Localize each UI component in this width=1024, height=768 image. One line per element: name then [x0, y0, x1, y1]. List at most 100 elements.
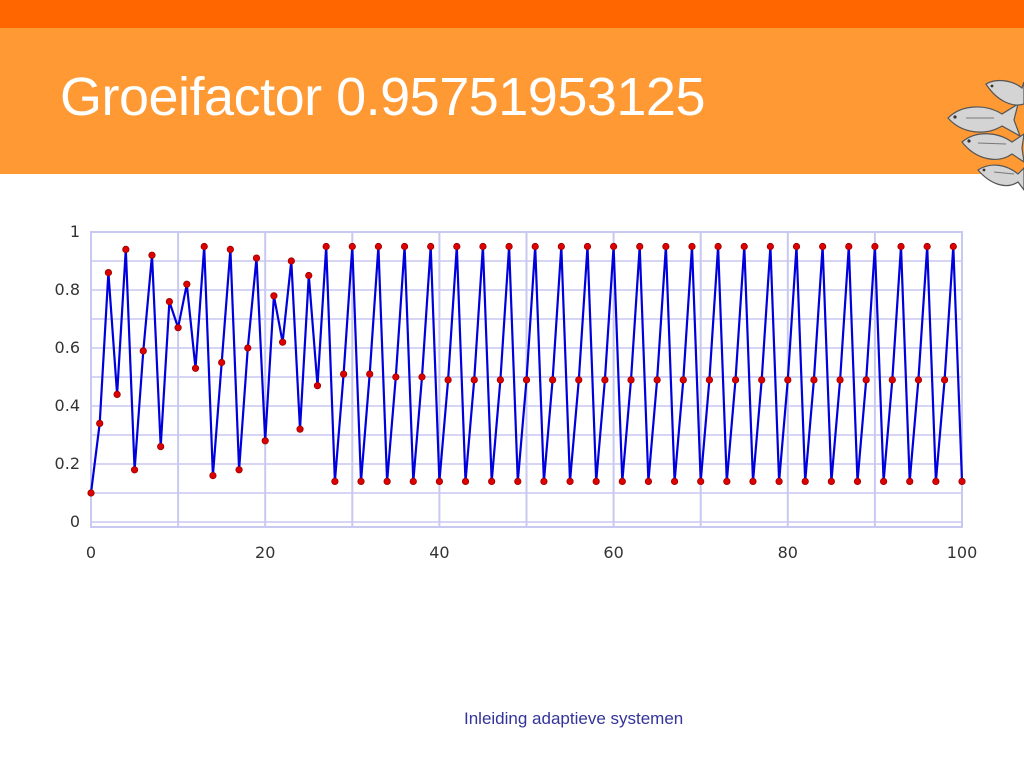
data-point — [583, 242, 592, 251]
x-tick-label: 40 — [429, 543, 449, 562]
data-point — [305, 271, 313, 280]
data-point — [949, 242, 957, 251]
data-point — [557, 242, 565, 251]
data-point — [374, 242, 383, 251]
data-point — [653, 376, 661, 384]
data-point — [897, 242, 905, 251]
data-point — [96, 419, 104, 427]
data-point — [409, 477, 417, 485]
data-point — [226, 245, 234, 254]
data-point — [845, 242, 853, 251]
top-accent-strip — [0, 0, 1024, 28]
x-tick-label: 80 — [778, 543, 798, 562]
data-point — [165, 298, 173, 306]
data-point — [792, 242, 801, 251]
x-tick-label: 100 — [947, 543, 978, 562]
data-point — [444, 376, 452, 384]
data-point — [366, 370, 374, 378]
data-point — [592, 477, 600, 485]
y-tick-label: 0.4 — [55, 396, 80, 415]
data-point — [731, 376, 740, 384]
data-point — [784, 376, 792, 384]
data-point — [531, 242, 539, 251]
data-point — [705, 376, 714, 384]
data-point — [470, 376, 478, 384]
data-point — [801, 477, 809, 485]
data-point — [200, 242, 208, 251]
data-point — [479, 242, 487, 251]
data-point — [496, 376, 504, 384]
data-point — [810, 376, 818, 384]
data-point — [130, 466, 139, 474]
title-band — [0, 28, 1024, 174]
data-point — [888, 376, 896, 384]
data-point — [766, 242, 774, 251]
data-point — [148, 251, 156, 259]
data-point — [453, 242, 461, 251]
data-point — [906, 477, 914, 485]
data-point — [261, 437, 269, 445]
data-point — [427, 242, 435, 251]
data-point — [209, 471, 217, 480]
data-point — [836, 376, 844, 384]
data-point — [575, 376, 583, 384]
data-point — [714, 242, 722, 251]
fish-school-icon — [947, 79, 1024, 191]
data-point — [749, 477, 757, 485]
data-point — [400, 242, 409, 251]
data-point — [871, 242, 879, 251]
data-point — [383, 477, 391, 485]
data-point — [827, 477, 835, 485]
data-point — [279, 338, 287, 346]
data-point — [958, 477, 966, 485]
x-tick-label: 0 — [86, 543, 96, 562]
data-point — [819, 242, 827, 251]
data-point — [670, 477, 679, 485]
data-point — [549, 376, 557, 384]
data-point — [775, 477, 783, 485]
data-point — [758, 376, 766, 384]
data-point — [191, 364, 200, 372]
data-point — [331, 477, 339, 485]
data-point — [514, 477, 522, 485]
data-point — [609, 242, 618, 251]
data-point — [104, 268, 113, 277]
data-point — [601, 376, 609, 384]
data-point — [252, 254, 261, 262]
x-tick-label: 20 — [255, 543, 275, 562]
data-point — [348, 242, 356, 251]
data-point — [183, 280, 191, 288]
data-point — [940, 376, 949, 384]
y-tick-label: 0.2 — [55, 454, 80, 473]
data-point — [322, 242, 330, 251]
data-point — [618, 477, 626, 485]
data-point — [740, 242, 748, 251]
slide-footer: Inleiding adaptieve systemen — [464, 709, 684, 728]
data-point — [862, 376, 870, 384]
data-point — [627, 376, 635, 384]
data-point — [287, 257, 295, 265]
data-point — [174, 324, 182, 332]
data-point — [923, 242, 931, 251]
data-point — [339, 370, 348, 378]
data-point — [157, 443, 165, 451]
data-point — [122, 245, 130, 254]
data-point — [435, 477, 443, 485]
data-point — [113, 390, 121, 398]
y-tick-label: 0 — [70, 512, 80, 531]
data-point — [313, 382, 322, 390]
data-point — [914, 376, 923, 384]
y-tick-label: 0.6 — [55, 338, 80, 357]
data-point — [461, 477, 470, 485]
data-point — [644, 477, 653, 485]
data-point — [418, 373, 426, 381]
data-point — [87, 489, 95, 497]
data-point — [540, 477, 548, 485]
data-point — [853, 477, 862, 485]
line-chart: 0 0.2 0.4 0.6 0.8 1 0 20 40 60 80 100 — [55, 222, 978, 562]
data-point — [697, 477, 705, 485]
x-tick-label: 60 — [603, 543, 623, 562]
slide-title: Groeifactor 0.95751953125 — [60, 67, 706, 127]
data-point — [880, 477, 888, 485]
data-point — [218, 358, 226, 367]
